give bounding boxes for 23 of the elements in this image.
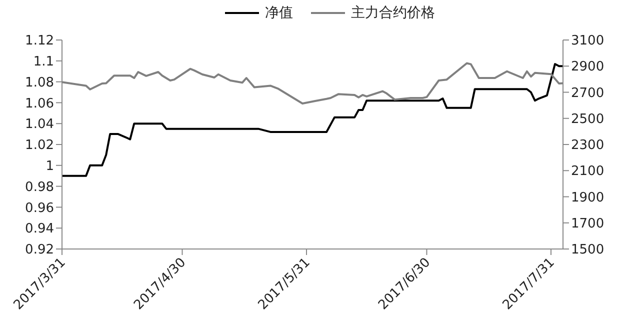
y-tick-label: 1 — [46, 159, 54, 174]
y-tick-label: 1.06 — [25, 96, 54, 112]
y-tick-label: 1.08 — [25, 75, 54, 90]
y-tick-label: 0.94 — [25, 222, 54, 237]
y2-tick-label: 3100 — [571, 34, 604, 49]
y-tick-label: 1.12 — [25, 34, 54, 49]
y-tick-label: 1.04 — [25, 117, 54, 132]
y2-tick-label: 2500 — [571, 112, 604, 127]
y2-tick-label: 2900 — [571, 60, 604, 75]
y-tick-label: 0.96 — [25, 200, 54, 216]
y2-tick-label: 2100 — [571, 164, 604, 180]
y-tick-label: 1.02 — [25, 138, 54, 154]
legend-label: 净值 — [265, 4, 293, 22]
y-tick-label: 0.92 — [25, 242, 54, 258]
y2-tick-label: 1900 — [571, 190, 604, 206]
legend-label: 主力合约价格 — [351, 4, 435, 22]
y2-tick-label: 2700 — [571, 86, 604, 101]
y2-tick-label: 1700 — [571, 216, 604, 232]
y2-tick-label: 1500 — [571, 242, 604, 258]
y-tick-label: 0.98 — [25, 180, 54, 195]
y-tick-label: 1.1 — [33, 54, 54, 70]
y2-tick-label: 2300 — [571, 138, 604, 154]
line-series — [62, 63, 563, 177]
